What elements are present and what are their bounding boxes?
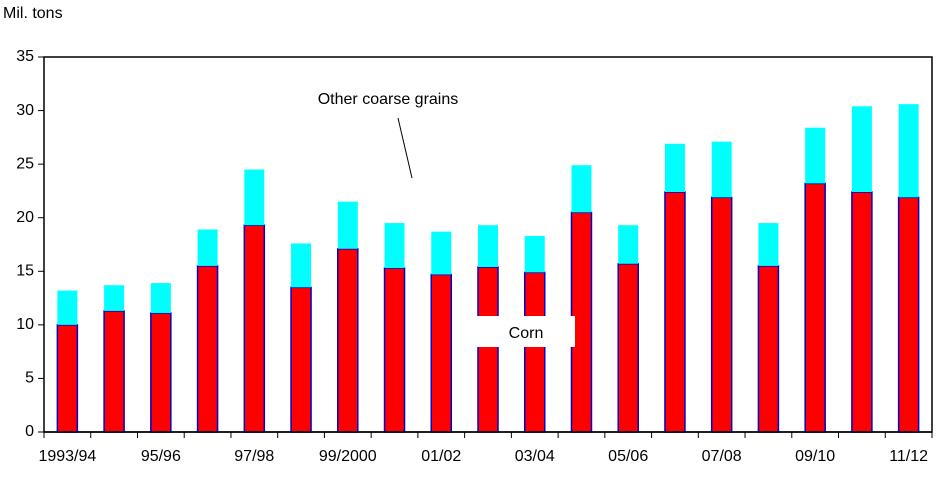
bar-segment <box>524 235 545 273</box>
bar-segment <box>711 141 732 198</box>
y-tick-label: 30 <box>16 102 34 119</box>
bar-segment <box>103 310 125 433</box>
x-tick-label: 09/10 <box>795 448 835 465</box>
y-axis-label: Mil. tons <box>3 5 63 22</box>
bar-segment <box>617 263 639 433</box>
bar-segment <box>710 196 733 433</box>
bar-segment <box>478 225 498 267</box>
bar-segment <box>897 196 920 433</box>
bar-segment <box>290 286 312 433</box>
bar-segment <box>150 312 172 433</box>
bar-segment <box>664 191 686 433</box>
bar-segment <box>57 290 78 325</box>
x-tick-label: 97/98 <box>234 448 274 465</box>
bar-segment <box>196 265 219 433</box>
bar-segment <box>243 224 266 433</box>
bar-segment <box>197 229 218 266</box>
bar-segment <box>244 169 265 226</box>
bar-segment <box>757 265 780 433</box>
y-tick-label: 5 <box>25 370 34 387</box>
bar-segment <box>383 267 406 433</box>
y-tick-label: 20 <box>16 209 34 226</box>
bar-segment <box>477 266 499 433</box>
x-tick-label: 05/06 <box>608 448 648 465</box>
bar-segment <box>851 106 872 192</box>
annotation: Other coarse grains <box>318 91 459 108</box>
y-tick-label: 0 <box>25 423 34 440</box>
x-tick-label: 95/96 <box>141 448 181 465</box>
bar-segment <box>664 143 685 192</box>
bar-segment <box>618 225 639 264</box>
y-tick-label: 15 <box>16 263 34 280</box>
y-tick-label: 10 <box>16 316 34 333</box>
bar-segment <box>898 104 919 198</box>
annotation-box <box>475 316 575 347</box>
bar-segment <box>337 201 358 249</box>
bar-segment <box>523 271 546 433</box>
bar-segment <box>384 223 405 269</box>
bar-segment <box>431 231 452 275</box>
bar-segment <box>804 182 826 433</box>
bar-segment <box>571 165 592 213</box>
bar-segment <box>758 223 779 266</box>
bar-segment <box>430 273 453 433</box>
annotation-leader <box>397 117 413 179</box>
annotation: Corn <box>509 325 544 342</box>
bar-segment <box>104 285 125 311</box>
y-tick-label: 35 <box>16 48 34 65</box>
bar-segment <box>291 243 312 288</box>
x-tick-label: 07/08 <box>702 448 742 465</box>
bar-segment <box>851 191 873 433</box>
bar-segment <box>337 248 359 433</box>
x-tick-label: 03/04 <box>515 448 555 465</box>
bar-segment <box>150 283 171 314</box>
bar-segment <box>805 127 826 184</box>
x-tick-label: 01/02 <box>421 448 461 465</box>
x-tick-label: 1993/94 <box>38 448 96 465</box>
y-tick-label: 25 <box>16 155 34 172</box>
x-tick-label: 99/2000 <box>319 448 377 465</box>
x-tick-label: 11/12 <box>889 448 928 465</box>
bar-segment <box>56 324 79 433</box>
